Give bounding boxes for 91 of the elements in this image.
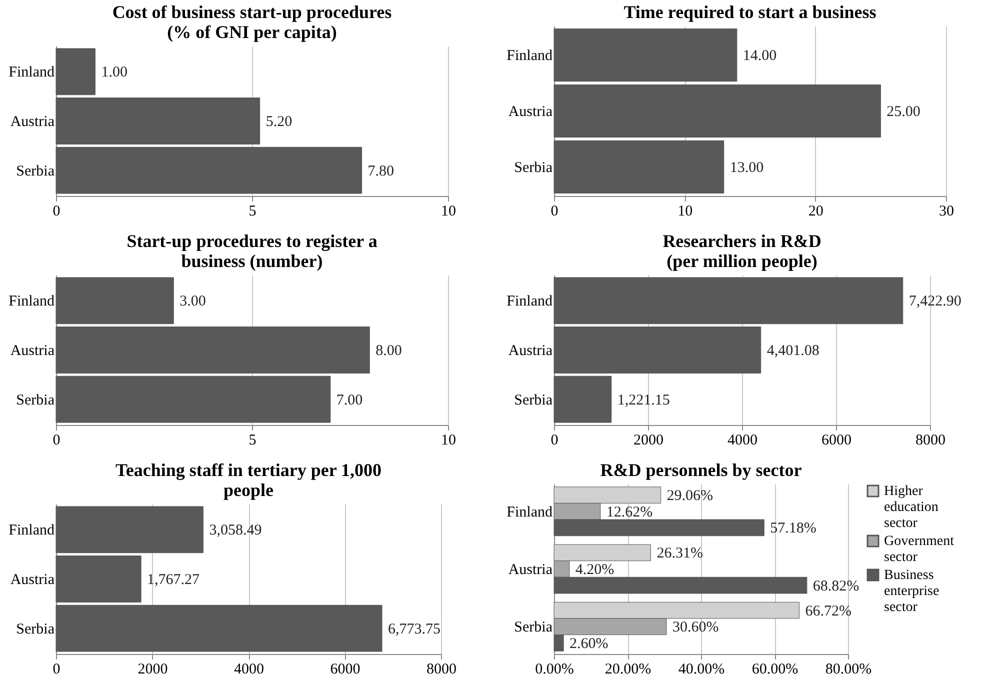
data-label: 13.00 (730, 160, 764, 176)
x-tick-label: 80.00% (825, 662, 872, 678)
y-tick-label: Finland (506, 48, 553, 64)
chart-title: Time required to start a business (624, 2, 876, 22)
x-tick-label: 60.00% (752, 662, 798, 678)
x-tick-label: 2000 (634, 432, 664, 448)
data-label: 30.60% (672, 620, 719, 636)
x-tick-label: 5 (248, 204, 256, 220)
chart-title: Researchers in R&D (per million people) (662, 231, 822, 271)
bar (56, 506, 204, 554)
data-label: 68.82% (812, 578, 860, 594)
y-tick-label: Austria (10, 343, 55, 359)
chart-title: Cost of business start-up procedures (% of GNI per capita) (112, 2, 392, 42)
y-tick-label: Serbia (514, 392, 553, 408)
bar (554, 84, 881, 138)
y-tick-label: Austria (508, 104, 553, 120)
x-tick-label: 40.00% (678, 662, 725, 678)
x-tick-label: 8000 (916, 432, 946, 448)
data-label: 25.00 (886, 104, 920, 120)
x-tick-label: 0 (550, 432, 558, 448)
legend-label: Higher education sector (884, 484, 938, 531)
data-label: 3,058.49 (209, 522, 262, 539)
y-tick-label: Serbia (16, 621, 55, 638)
legend-label: Government sector (884, 534, 954, 565)
x-tick-label: 4000 (234, 662, 264, 678)
bar (56, 556, 142, 602)
x-tick-label: 10 (678, 204, 693, 220)
x-tick-label: 0 (550, 204, 558, 220)
data-label: 1,767.27 (147, 572, 200, 588)
y-tick-label: Serbia (16, 163, 55, 180)
bar (554, 326, 762, 374)
bar (56, 604, 382, 652)
data-label: 4.20% (575, 562, 614, 578)
data-label: 5.20 (266, 114, 292, 130)
bar (56, 376, 331, 423)
data-label: 3.00 (180, 294, 206, 310)
x-tick-label: 10 (441, 204, 456, 220)
chart-title: R&D personnels by sector (600, 460, 802, 480)
x-tick-label: 20 (808, 204, 824, 220)
y-tick-label: Serbia (514, 160, 553, 176)
y-tick-label: Serbia (16, 392, 55, 408)
y-tick-label: Finland (8, 522, 55, 539)
data-label: 14.00 (742, 48, 777, 64)
data-label: 57.18% (770, 520, 816, 537)
bar (56, 146, 362, 194)
legend-label: Business enterprise sector (884, 568, 940, 615)
y-tick-label: Austria (508, 562, 553, 578)
data-label: 4,401.08 (766, 343, 820, 359)
x-tick-label: 4000 (728, 432, 758, 448)
data-label: 66.72% (805, 603, 852, 620)
chart-title: Start-up procedures to register a business (number) (126, 231, 378, 271)
x-tick-label: 30 (939, 204, 954, 220)
bar (554, 376, 612, 423)
y-tick-label: Finland (506, 294, 553, 310)
y-tick-label: Austria (10, 114, 55, 130)
x-tick-label: 6000 (330, 662, 360, 678)
chart-title: Teaching staff in tertiary per 1,000 people (116, 460, 382, 500)
bar (56, 98, 260, 144)
x-tick-label: 5 (248, 432, 256, 448)
x-tick-label: 20.00% (604, 662, 652, 678)
y-tick-label: Austria (508, 343, 553, 359)
data-label: 6,773.75 (388, 621, 440, 638)
data-label: 8.00 (376, 343, 402, 359)
data-label: 29.06% (666, 488, 714, 504)
bar (554, 28, 738, 82)
data-label: 12.62% (606, 504, 653, 520)
x-tick-label: 2000 (138, 662, 168, 678)
data-label: 7,422.90 (908, 294, 962, 310)
data-label: 1.00 (101, 64, 128, 81)
y-tick-label: Austria (10, 572, 55, 588)
x-tick-label: 0.00% (535, 662, 574, 678)
bar (554, 277, 904, 324)
data-label: 2.60% (570, 636, 608, 652)
bar (56, 326, 370, 374)
data-label: 26.31% (656, 546, 703, 562)
bar (554, 140, 724, 194)
bar (56, 48, 96, 96)
x-tick-label: 6000 (822, 432, 852, 448)
x-tick-label: 8000 (426, 662, 456, 678)
bar (56, 277, 174, 324)
x-tick-label: 10 (441, 432, 456, 448)
data-label: 7.00 (336, 392, 363, 408)
data-label: 7.80 (368, 163, 394, 180)
y-tick-label: Finland (8, 294, 55, 310)
y-tick-label: Finland (8, 64, 55, 81)
data-label: 1,221.15 (617, 392, 670, 408)
x-tick-label: 0 (52, 204, 60, 220)
y-tick-label: Serbia (514, 620, 553, 636)
y-tick-label: Finland (506, 504, 553, 520)
x-tick-label: 0 (52, 432, 60, 448)
x-tick-label: 0 (52, 662, 60, 678)
